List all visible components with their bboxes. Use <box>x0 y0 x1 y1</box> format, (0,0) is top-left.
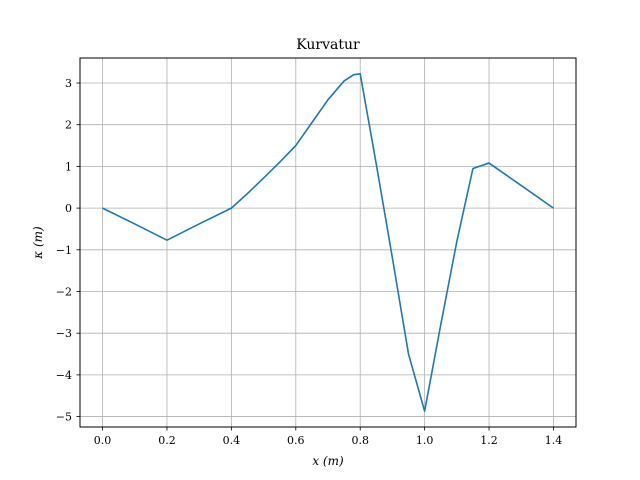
series-line-0 <box>102 73 554 412</box>
chart-title: Kurvatur <box>296 37 360 53</box>
grid <box>80 58 576 427</box>
x-tick-label: 1.4 <box>545 434 563 447</box>
plot-frame <box>79 57 577 428</box>
x-tick-label: 0.6 <box>287 434 305 447</box>
x-axis-label: x (m) <box>312 454 344 468</box>
y-axis-label: κ (m) <box>31 226 45 260</box>
y-tick-label: −1 <box>56 244 72 257</box>
series-layer <box>102 73 554 412</box>
x-tick-label: 0.8 <box>351 434 369 447</box>
x-tick-label: 0.2 <box>158 434 176 447</box>
y-tick-label: −2 <box>56 285 72 298</box>
x-tick-label: 1.0 <box>416 434 434 447</box>
x-tick-label: 0.0 <box>94 434 112 447</box>
y-tick-label: 3 <box>65 77 72 90</box>
y-tick-label: −5 <box>56 411 72 424</box>
x-tick-label: 0.4 <box>223 434 241 447</box>
x-tick-label: 1.2 <box>480 434 498 447</box>
y-tick-label: 1 <box>65 160 72 173</box>
y-tick-label: 0 <box>65 202 72 215</box>
y-tick-label: −4 <box>56 369 72 382</box>
y-tick-label: 2 <box>65 119 72 132</box>
ticks: 0.0 0.2 0.4 0.6 0.8 1.0 1.2 1.4 3 2 1 0 −1 −2 −3 −4 −5 <box>56 77 562 447</box>
y-tick-label: −3 <box>56 327 72 340</box>
